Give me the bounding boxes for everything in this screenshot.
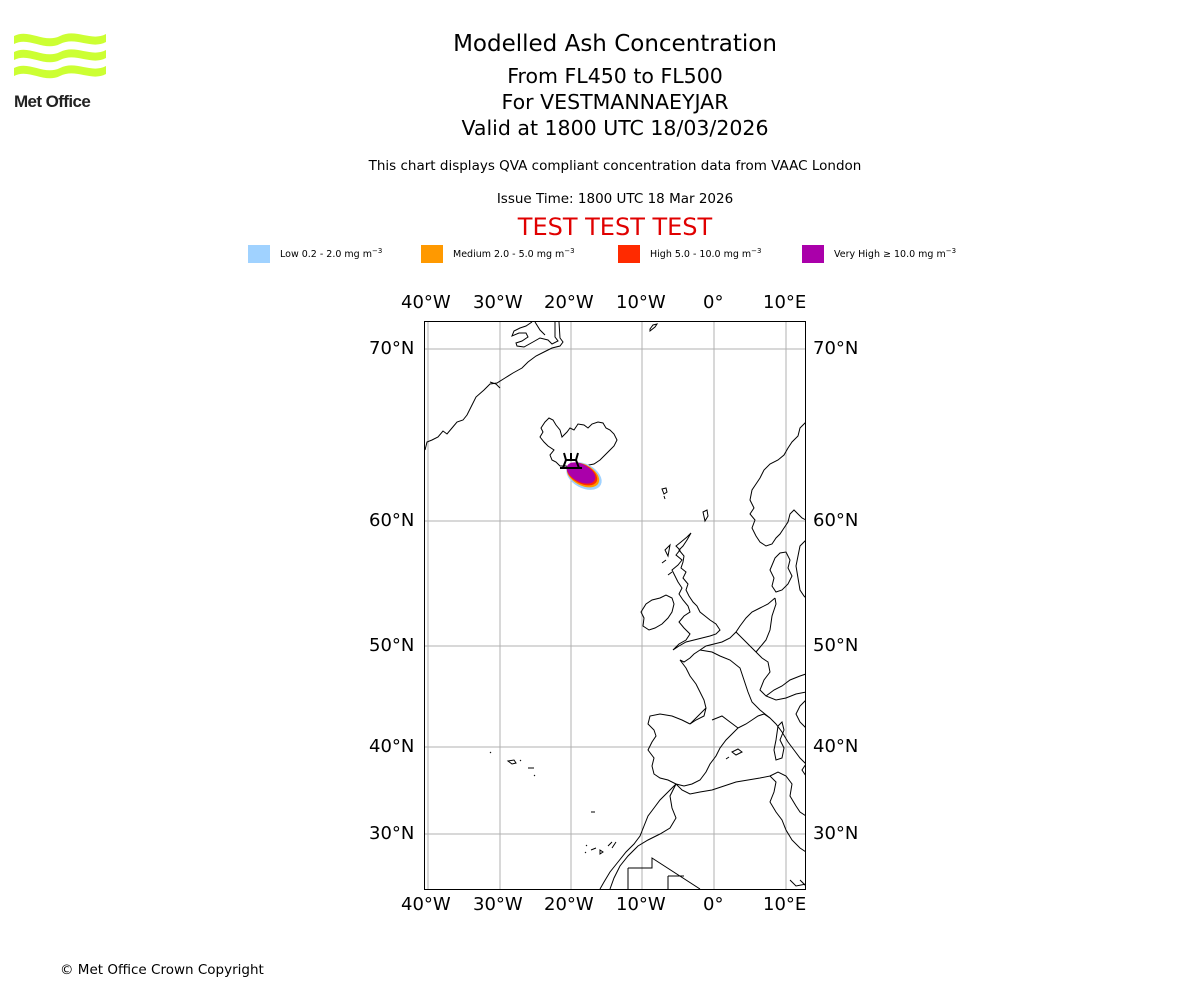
ash-cloud <box>566 462 602 490</box>
sweden-coast <box>795 540 805 598</box>
legend-swatch-medium <box>421 245 443 263</box>
lon-tick-bottom-0: 0° <box>703 894 724 915</box>
lon-tick-bottom-10e: 10°E <box>763 894 807 915</box>
test-banner: TEST TEST TEST <box>517 213 713 241</box>
met-office-waves-icon <box>14 33 106 79</box>
lon-tick-top-0: 0° <box>703 292 724 313</box>
western-sahara-border <box>627 857 701 889</box>
balearic-islands <box>725 748 743 760</box>
lon-tick-bottom-10w: 10°W <box>616 894 666 915</box>
lon-tick-top-10w: 10°W <box>616 292 666 313</box>
lat-tick-right-50n: 50°N <box>813 635 859 656</box>
canary-islands <box>584 841 617 855</box>
jan-mayen <box>649 323 659 333</box>
map-canvas <box>425 322 805 889</box>
coastlines <box>425 322 805 889</box>
iceland-coast <box>539 417 618 469</box>
volcano-icon <box>560 452 582 469</box>
legend-item-very-high: Very High ≥ 10.0 mg m−3 <box>802 244 956 264</box>
logo-text: Met Office <box>14 92 91 111</box>
legend-item-medium: Medium 2.0 - 5.0 mg m−3 <box>421 244 575 264</box>
continent-north-coast <box>699 597 776 651</box>
faroe-islands <box>661 487 668 500</box>
lon-tick-bottom-40w: 40°W <box>401 894 451 915</box>
greenland-coast <box>425 322 564 451</box>
france-coast <box>679 649 707 725</box>
issue-time: Issue Time: 1800 UTC 18 Mar 2026 <box>496 191 734 207</box>
copyright-notice: © Met Office Crown Copyright <box>60 962 264 978</box>
lon-tick-top-20w: 20°W <box>544 292 594 313</box>
volcano-name: For VESTMANNAEYJAR <box>501 90 729 114</box>
italy-coast <box>737 713 805 764</box>
lon-tick-bottom-30w: 30°W <box>473 894 523 915</box>
ireland-coast <box>640 594 675 631</box>
lat-tick-right-40n: 40°N <box>813 736 859 757</box>
legend-swatch-high <box>618 245 640 263</box>
chart-title: Modelled Ash Concentration <box>453 31 777 57</box>
lat-tick-right-30n: 30°N <box>813 823 859 844</box>
lon-tick-top-10e: 10°E <box>763 292 807 313</box>
lat-tick-right-60n: 60°N <box>813 510 859 531</box>
country-borders <box>689 597 805 729</box>
lat-tick-left-60n: 60°N <box>369 510 415 531</box>
legend-label-high: High 5.0 - 10.0 mg m−3 <box>650 247 762 261</box>
azores <box>489 751 536 777</box>
ash-map <box>424 321 806 890</box>
met-office-logo: Met Office <box>14 30 106 112</box>
lon-tick-top-40w: 40°W <box>401 292 451 313</box>
lon-tick-top-30w: 30°W <box>473 292 523 313</box>
tunisia-coast <box>769 771 805 816</box>
legend-swatch-low <box>248 245 270 263</box>
morocco-border <box>609 783 677 889</box>
legend-label-medium: Medium 2.0 - 5.0 mg m−3 <box>453 247 575 261</box>
great-britain-coast <box>671 532 721 651</box>
legend-swatch-very-high <box>802 245 824 263</box>
morocco-coast <box>599 783 677 889</box>
lat-tick-left-70n: 70°N <box>369 338 415 359</box>
shetland <box>702 509 709 523</box>
flight-level-range: From FL450 to FL500 <box>507 64 723 88</box>
chart-description: This chart displays QVA compliant concen… <box>368 158 862 174</box>
legend-label-low: Low 0.2 - 2.0 mg m−3 <box>280 247 383 261</box>
legend-item-high: High 5.0 - 10.0 mg m−3 <box>618 244 762 264</box>
valid-time: Valid at 1800 UTC 18/03/2026 <box>461 116 769 140</box>
denmark-coast <box>769 551 793 593</box>
lat-tick-left-50n: 50°N <box>369 635 415 656</box>
map-gridlines <box>425 322 805 889</box>
iberia-coast <box>647 713 739 787</box>
norway-coast <box>749 422 805 547</box>
lat-tick-right-70n: 70°N <box>813 338 859 359</box>
lat-tick-left-30n: 30°N <box>369 823 415 844</box>
lat-tick-left-40n: 40°N <box>369 736 415 757</box>
sardinia <box>773 721 785 761</box>
legend-label-very-high: Very High ≥ 10.0 mg m−3 <box>834 247 957 261</box>
lon-tick-bottom-20w: 20°W <box>544 894 594 915</box>
italy-peninsula <box>795 700 805 728</box>
legend-item-low: Low 0.2 - 2.0 mg m−3 <box>248 244 382 264</box>
